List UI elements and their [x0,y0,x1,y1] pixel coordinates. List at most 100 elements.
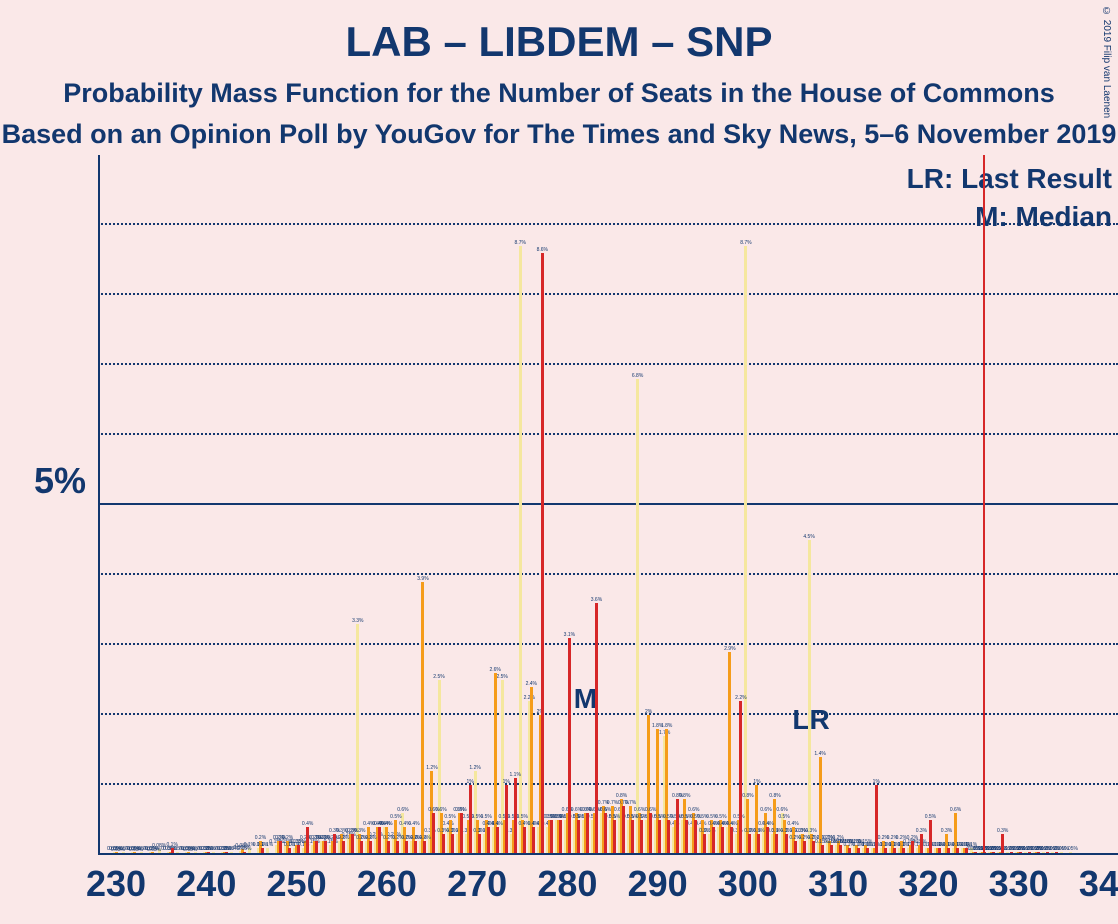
bar: 0.3% [478,834,481,855]
bar-value-label: 0.4% [787,821,798,827]
x-tick-label: 320 [898,855,958,905]
bar-value-label: 0.2% [419,835,430,841]
bar-value-label: 0.05% [1064,846,1078,852]
bar: 0.4% [378,827,381,855]
bar-value-label: 0.6% [760,807,771,813]
bar: 0.7% [622,806,625,855]
bar-value-label: 0.15% [291,839,305,845]
gridline-minor [98,643,1118,645]
gridline-minor [98,573,1118,575]
bar-value-label: 0.6% [600,807,611,813]
x-tick-label: 310 [808,855,868,905]
x-tick-label: 260 [357,855,417,905]
y-axis [98,155,100,855]
bar: 0.5% [667,820,670,855]
bar: 0.4% [730,827,733,855]
bar-value-label: 8.7% [740,240,751,246]
bar: 0.5% [658,820,661,855]
x-tick-label: 340 [1079,855,1118,905]
bar: 0.6% [460,813,463,855]
bar-value-label: 0.2% [255,835,266,841]
bar: 0.3% [451,834,454,855]
bar-value-label: 8.7% [515,240,526,246]
bar-value-label: 0.6% [397,807,408,813]
bar-value-label: 0.4% [491,821,502,827]
bar-value-label: 0.2% [365,835,376,841]
bar: 1% [505,785,508,855]
bar: 3.6% [595,603,598,855]
bar-value-label: 0.6% [776,807,787,813]
bar: 0.5% [550,820,553,855]
bar-value-label: 0.1% [257,842,268,848]
bar-value-label: 0.03% [129,847,143,853]
gridline-minor [98,713,1118,715]
bar-value-label: 1% [873,779,880,785]
bar: 8.7% [519,246,522,855]
x-tick-label: 330 [989,855,1049,905]
gridline-major [98,503,1118,505]
bar-value-label: 0.5% [480,814,491,820]
bar: 0.5% [694,820,697,855]
bar-value-label: 0.5% [715,814,726,820]
plot-area: 5%2302402502602702802903003103203303400.… [98,155,1118,855]
bar-value-label: 2.9% [724,646,735,652]
x-tick-label: 270 [447,855,507,905]
bar: 1% [469,785,472,855]
bar: 0.4% [532,827,535,855]
bar-value-label: 0.2% [320,835,331,841]
bar: 0.4% [306,827,309,855]
bar-value-label: 0.2% [338,835,349,841]
bar: 4.5% [808,540,811,855]
chart-subtitle-2: Based on an Opinion Poll by YouGov for T… [0,109,1118,150]
bar: 0.6% [586,813,589,855]
bar-value-label: 0.3% [941,828,952,834]
bar-value-label: 4.5% [803,534,814,540]
bar: 0.3% [757,834,760,855]
y-tick-label: 5% [34,460,98,502]
bar-value-label: 0.3% [997,828,1008,834]
bar-value-label: 1.2% [426,765,437,771]
bar-value-label: 0.3% [329,828,340,834]
bar-value-label: 0.3% [753,828,764,834]
bar-value-label: 1% [753,779,760,785]
gridline-minor [98,293,1118,295]
bar-value-label: 0.6% [582,807,593,813]
bar-value-label: 1.4% [814,751,825,757]
x-tick-label: 300 [718,855,778,905]
marker-median: M [574,683,597,715]
bar-value-label: 0.05% [1050,846,1064,852]
bar-value-label: 0.5% [444,814,455,820]
bar-value-label: 0.8% [616,793,627,799]
gridline-minor [98,363,1118,365]
bar-value-label: 2.6% [489,667,500,673]
bar-value-label: 0.3% [347,828,358,834]
bar: 0.3% [1001,834,1004,855]
bar-value-label: 0.3% [473,828,484,834]
bar-value-label: 1.1% [510,772,521,778]
x-tick-label: 230 [86,855,146,905]
bar: 0.3% [748,834,751,855]
bar-value-label: 2.5% [433,674,444,680]
x-tick-label: 250 [267,855,327,905]
bar: 0.8% [676,799,679,855]
bar-value-label: 0.6% [950,807,961,813]
gridline-minor [98,433,1118,435]
bar: 0.4% [487,827,490,855]
bar-value-label: 0.1% [862,842,873,848]
bar-value-label: 0.2% [275,835,286,841]
bar: 8.7% [744,246,747,855]
bar-value-label: 1.8% [661,723,672,729]
bar: 0.4% [766,827,769,855]
bar-value-label: 0.05% [201,846,215,852]
bar-value-label: 0.4% [528,821,539,827]
bar: 0.4% [496,827,499,855]
bar-value-label: 0.3% [446,828,457,834]
vertical-reference-line [983,155,985,855]
bar: 0.6% [432,813,435,855]
legend-lr: LR: Last Result [907,163,1112,195]
bar-value-label: 0.3% [780,828,791,834]
bar-value-label: 0.2% [907,835,918,841]
legend-m: M: Median [975,201,1112,233]
bar-value-label: 0.3% [805,828,816,834]
bar: 0.5% [631,820,634,855]
